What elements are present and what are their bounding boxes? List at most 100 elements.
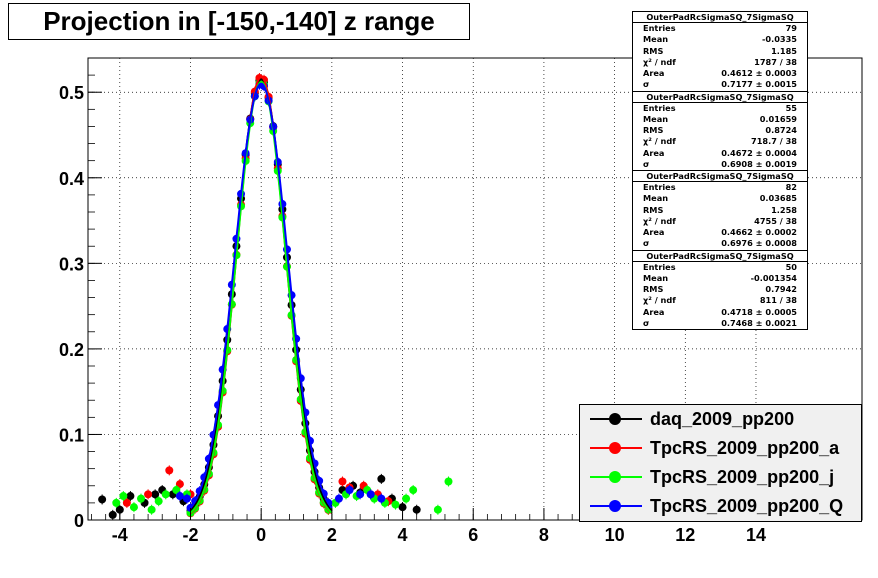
stat-row: χ² / ndf 4755 / 38 bbox=[633, 216, 807, 227]
legend-marker bbox=[609, 500, 621, 512]
stat-value: 1.185 bbox=[771, 45, 797, 56]
stat-value: 0.4718 ± 0.0005 bbox=[721, 306, 797, 317]
data-point bbox=[172, 486, 181, 495]
x-tick-label: 0 bbox=[256, 525, 266, 545]
stat-label: Entries bbox=[643, 102, 676, 113]
stat-row: Mean -0.0335 bbox=[633, 34, 807, 45]
legend-marker bbox=[609, 471, 621, 483]
stat-row: Area 0.4718 ± 0.0005 bbox=[633, 307, 807, 318]
stat-value: 0.7468 ± 0.0021 bbox=[721, 317, 797, 328]
y-tick-label: 0.4 bbox=[59, 169, 84, 189]
stat-box-title: OuterPadRcSigmaSQ_7SigmaSQ bbox=[633, 12, 807, 23]
x-tick-label: 10 bbox=[605, 525, 625, 545]
fit-curve bbox=[189, 78, 333, 512]
data-point bbox=[356, 490, 365, 499]
stat-row: Area 0.4662 ± 0.0002 bbox=[633, 227, 807, 238]
stat-row: σ 0.6908 ± 0.0019 bbox=[633, 159, 807, 170]
stat-label: Mean bbox=[643, 113, 669, 124]
y-tick-label: 0.5 bbox=[59, 83, 84, 103]
data-point bbox=[182, 494, 191, 503]
data-point bbox=[175, 492, 184, 501]
stat-value: 82 bbox=[785, 182, 797, 192]
stat-value: 0.6976 ± 0.0008 bbox=[721, 238, 797, 249]
stat-row: χ² / ndf 811 / 38 bbox=[633, 295, 807, 306]
stat-row: Mean 0.01659 bbox=[633, 114, 807, 125]
stat-box-title: OuterPadRcSigmaSQ_7SigmaSQ bbox=[633, 251, 807, 262]
stat-value: 0.7942 bbox=[765, 284, 797, 295]
stat-label: Mean bbox=[643, 34, 669, 45]
legend-entry: TpcRS_2009_pp200_a bbox=[580, 434, 861, 463]
data-point bbox=[126, 492, 135, 501]
x-tick-label: -4 bbox=[112, 525, 128, 545]
stat-box: OuterPadRcSigmaSQ_7SigmaSQ Entries 55 Mean 0… bbox=[632, 90, 808, 172]
stat-label: σ bbox=[643, 238, 650, 249]
stat-row: RMS 0.7942 bbox=[633, 284, 807, 295]
data-point bbox=[144, 490, 153, 499]
legend-label: TpcRS_2009_pp200_j bbox=[650, 467, 835, 487]
stat-row: χ² / ndf 1787 / 38 bbox=[633, 57, 807, 68]
stat-box-title: OuterPadRcSigmaSQ_7SigmaSQ bbox=[633, 92, 807, 103]
stat-row: Mean -0.001354 bbox=[633, 273, 807, 284]
stat-row: Entries 79 bbox=[633, 23, 807, 34]
data-point bbox=[433, 505, 442, 514]
stat-label: χ² / ndf bbox=[643, 295, 676, 306]
stat-label: RMS bbox=[643, 204, 664, 215]
stat-row: Area 0.4672 ± 0.0004 bbox=[633, 148, 807, 159]
stat-label: Area bbox=[643, 227, 665, 238]
data-marks bbox=[98, 72, 453, 520]
data-point bbox=[345, 486, 354, 495]
legend-entry: daq_2009_pp200 bbox=[580, 405, 861, 434]
stat-label: Mean bbox=[643, 272, 669, 283]
data-point bbox=[412, 505, 421, 514]
data-point bbox=[377, 474, 386, 483]
x-tick-label: 6 bbox=[468, 525, 478, 545]
stat-label: Area bbox=[643, 147, 665, 158]
stat-label: Mean bbox=[643, 193, 669, 204]
data-point bbox=[366, 490, 375, 499]
stat-value: 0.4662 ± 0.0002 bbox=[721, 227, 797, 238]
stat-value: -0.001354 bbox=[750, 272, 797, 283]
stat-row: σ 0.6976 ± 0.0008 bbox=[633, 238, 807, 249]
data-point bbox=[161, 490, 170, 499]
stat-label: Area bbox=[643, 68, 665, 79]
stat-value: 55 bbox=[785, 102, 797, 113]
stat-value: -0.0335 bbox=[762, 34, 797, 45]
stat-row: RMS 1.185 bbox=[633, 46, 807, 57]
plot-frame bbox=[87, 57, 863, 521]
stat-label: σ bbox=[643, 158, 650, 169]
data-point bbox=[154, 497, 163, 506]
stat-value: 0.4612 ± 0.0003 bbox=[721, 68, 797, 79]
stat-label: χ² / ndf bbox=[643, 136, 676, 147]
stat-row: Mean 0.03685 bbox=[633, 193, 807, 204]
stat-label: Area bbox=[643, 306, 665, 317]
data-point bbox=[402, 494, 411, 503]
stat-label: σ bbox=[643, 317, 650, 328]
stat-label: RMS bbox=[643, 125, 664, 136]
stat-row: Entries 50 bbox=[633, 262, 807, 273]
data-point bbox=[129, 503, 138, 512]
stat-value: 50 bbox=[785, 261, 797, 272]
y-tick-label: 0.3 bbox=[59, 254, 84, 274]
axes: -4 -2 0 2 4 6 8 10 12 14 0 0.1 0.2 0.3 0.4 0.5 bbox=[59, 74, 856, 545]
data-point bbox=[165, 466, 174, 475]
data-point bbox=[409, 486, 418, 495]
stat-box: OuterPadRcSigmaSQ_7SigmaSQ Entries 82 Mean 0… bbox=[632, 170, 808, 251]
stat-box-title: OuterPadRcSigmaSQ_7SigmaSQ bbox=[633, 171, 807, 182]
fit-curve bbox=[189, 80, 333, 514]
legend-label: TpcRS_2009_pp200_a bbox=[650, 438, 840, 458]
stat-row: σ 0.7468 ± 0.0021 bbox=[633, 318, 807, 329]
stat-label: Entries bbox=[643, 23, 676, 33]
stat-row: Entries 55 bbox=[633, 103, 807, 114]
data-point bbox=[108, 510, 117, 519]
data-point bbox=[98, 495, 107, 504]
data-point bbox=[391, 500, 400, 509]
x-tick-label: 4 bbox=[398, 525, 408, 545]
stat-row: χ² / ndf 718.7 / 38 bbox=[633, 136, 807, 147]
data-point bbox=[334, 494, 343, 503]
stat-row: Entries 82 bbox=[633, 182, 807, 193]
stat-row: RMS 1.258 bbox=[633, 205, 807, 216]
x-tick-label: 12 bbox=[675, 525, 695, 545]
stat-value: 718.7 / 38 bbox=[751, 136, 797, 147]
legend-marker bbox=[609, 442, 621, 454]
data-point bbox=[119, 492, 128, 501]
